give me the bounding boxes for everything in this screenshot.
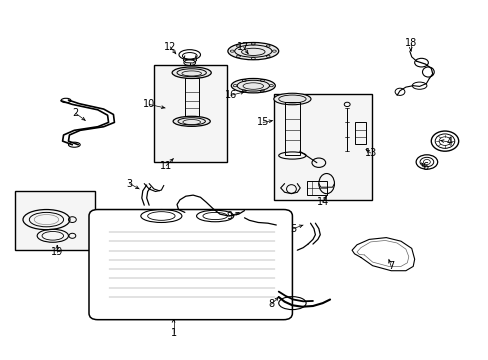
Bar bbox=[354, 122, 365, 144]
Text: 13: 13 bbox=[364, 148, 376, 158]
Text: 2: 2 bbox=[73, 108, 79, 118]
Text: 11: 11 bbox=[160, 161, 172, 171]
Ellipse shape bbox=[227, 42, 278, 60]
Text: 15: 15 bbox=[256, 117, 269, 127]
Text: 5: 5 bbox=[290, 224, 296, 234]
Ellipse shape bbox=[231, 78, 275, 93]
Text: 10: 10 bbox=[142, 99, 155, 109]
FancyBboxPatch shape bbox=[89, 210, 292, 320]
Text: 18: 18 bbox=[404, 38, 416, 48]
Text: 1: 1 bbox=[170, 328, 176, 338]
Text: 6: 6 bbox=[422, 162, 427, 172]
Text: 7: 7 bbox=[387, 261, 393, 271]
Text: 19: 19 bbox=[51, 247, 63, 257]
Bar bbox=[306, 181, 326, 195]
Text: 12: 12 bbox=[163, 42, 176, 52]
Text: 14: 14 bbox=[316, 197, 328, 207]
Text: 4: 4 bbox=[446, 137, 452, 147]
Bar bbox=[154, 65, 227, 162]
Text: 8: 8 bbox=[268, 299, 274, 309]
Text: 3: 3 bbox=[126, 179, 132, 189]
Bar bbox=[285, 102, 299, 155]
Text: 16: 16 bbox=[224, 90, 237, 100]
Text: 9: 9 bbox=[226, 211, 232, 221]
Text: 17: 17 bbox=[237, 42, 249, 52]
Ellipse shape bbox=[273, 93, 310, 105]
Bar bbox=[273, 94, 371, 200]
Ellipse shape bbox=[173, 116, 210, 126]
Bar bbox=[184, 78, 198, 121]
Ellipse shape bbox=[172, 67, 211, 78]
Bar bbox=[15, 191, 95, 250]
